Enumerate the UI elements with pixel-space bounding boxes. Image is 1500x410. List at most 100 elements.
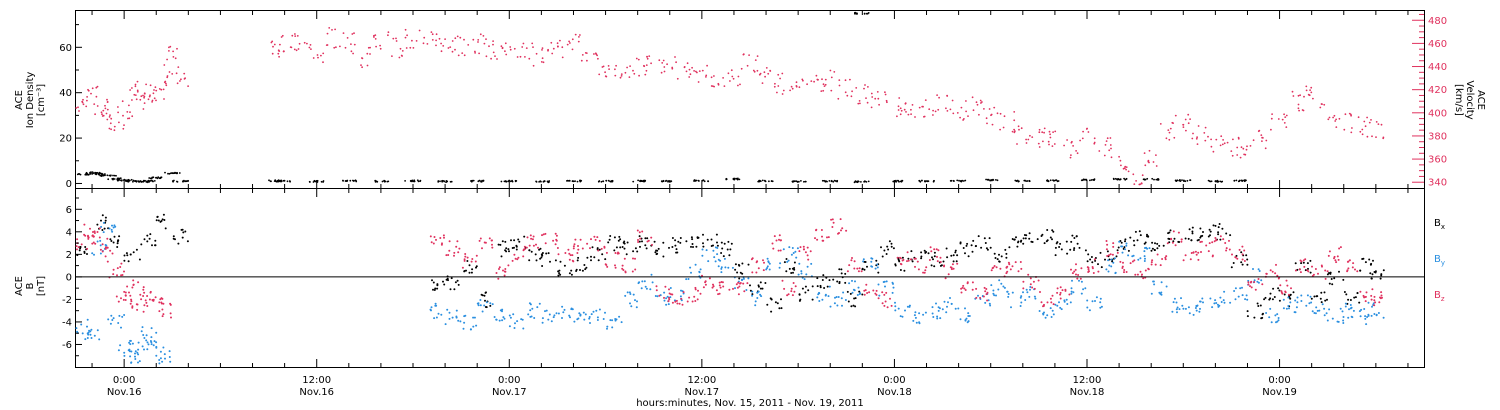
bottom-By-point-17-1 xyxy=(538,302,541,305)
bottom-By-point-54-3 xyxy=(1121,251,1124,254)
bottom-Bz-point-20-5 xyxy=(579,238,582,241)
bottom-Bz-point-34-7 xyxy=(799,246,802,249)
bottom-Bx-point-44-1 xyxy=(1022,242,1025,245)
bottom-Bz-point-61-4 xyxy=(1243,249,1246,252)
bottom-Bx-point-35-3 xyxy=(890,242,893,245)
top-series0-point-30-10 xyxy=(836,180,838,183)
top-series0-point-11-12 xyxy=(185,180,188,183)
top-series0-point-39-13 xyxy=(1112,177,1115,180)
bottom-Bx-point-51-6 xyxy=(1146,233,1148,236)
bottom-Bz-point-20-1 xyxy=(572,245,575,248)
bottom-By-point-36-1 xyxy=(844,299,847,301)
bottom-Bz-point-13-4 xyxy=(475,254,478,257)
bottom-Bz-point-44-8 xyxy=(960,291,963,294)
bottom-Bz-point-54-4 xyxy=(1121,267,1124,269)
bottom-Bz-point-52-9 xyxy=(1091,266,1094,268)
top-series1-point-76-3 xyxy=(1281,118,1284,121)
top-series1-point-7-8 xyxy=(143,92,146,95)
top-series1-point-28-0 xyxy=(504,42,507,45)
top-series1-point-56-6 xyxy=(956,112,959,114)
bottom-By-point-5-3 xyxy=(128,341,131,344)
bottom-By-point-31-8 xyxy=(757,290,760,293)
top-series1-point-36-6 xyxy=(637,58,640,61)
bottom-By-point-32-1 xyxy=(766,265,769,268)
top-series1-point-51-0 xyxy=(870,106,873,109)
top-series1-point-4-3 xyxy=(110,128,112,131)
bottom-By-point-50-4 xyxy=(1059,306,1062,309)
legend-bx-sub: x xyxy=(1441,223,1445,231)
top-series1-point-79-7 xyxy=(1332,116,1334,119)
bottom-By-point-64-4 xyxy=(1293,311,1296,314)
bottom-By-point-56-5 xyxy=(1160,281,1163,284)
bottom-Bx-point-38-2 xyxy=(933,255,936,258)
bottom-Bx-point-63-0 xyxy=(1330,278,1333,280)
bottom-Bx-point-40-4 xyxy=(966,242,969,245)
bottom-Bz-point-10-6 xyxy=(160,302,163,305)
bottom-Bz-point-29-2 xyxy=(718,284,721,287)
bottom-Bz-point-53-7 xyxy=(1106,243,1109,246)
bottom-By-point-41-2 xyxy=(914,311,917,314)
bottom-By-point-15-1 xyxy=(498,319,501,322)
bottom-By-point-42-3 xyxy=(937,309,940,312)
top-series1-point-69-7 xyxy=(1167,129,1170,132)
bottom-Bx-point-29-8 xyxy=(793,261,796,264)
bottom-Bz-point-2-9 xyxy=(106,237,109,240)
bottom-By-point-5-8 xyxy=(128,350,131,353)
top-series0-point-3-10 xyxy=(100,175,103,178)
bottom-By-point-48-9 xyxy=(1026,291,1029,294)
top-series1-point-71-5 xyxy=(1203,132,1206,134)
bottom-Bx-point-62-6 xyxy=(1319,297,1322,300)
bottom-Bx-point-38-5 xyxy=(931,256,933,259)
bottom-Bz-point-66-0 xyxy=(1317,272,1319,275)
top-series1-point-9-4 xyxy=(151,99,154,102)
bottom-Bz-point-67-7 xyxy=(1338,247,1341,250)
top-series1-point-61-8 xyxy=(1038,128,1041,131)
top-series1-point-81-6 xyxy=(1359,130,1362,133)
bottom-Bz-point-30-8 xyxy=(742,282,745,285)
bottom-By-point-3-0 xyxy=(102,221,105,224)
top-series1-point-39-0 xyxy=(676,77,679,80)
bottom-Bz-point-59-1 xyxy=(1213,240,1216,243)
bottom-By-point-70-3 xyxy=(1371,305,1373,308)
top-series0-point-31-7 xyxy=(864,180,866,183)
bottom-By-point-36-4 xyxy=(834,296,836,299)
bottom-Bz-point-50-1 xyxy=(1059,293,1062,296)
top-series1-point-63-6 xyxy=(1069,156,1072,159)
bottom-By-point-67-7 xyxy=(1328,308,1331,311)
bottom-Bz-point-7-7 xyxy=(145,301,148,304)
bottom-Bx-point-14-8 xyxy=(554,259,557,262)
top-series1-point-66-8 xyxy=(1125,166,1128,169)
top-series1-point-27-4 xyxy=(494,55,496,57)
bottom-Bz-point-62-0 xyxy=(1247,281,1250,284)
bottom-Bz-point-27-0 xyxy=(691,300,694,303)
bottom-Bx-point-15-4 xyxy=(559,273,562,276)
bottom-Bz-point-33-2 xyxy=(792,282,795,284)
bottom-Bx-point-11-2 xyxy=(508,250,510,253)
bottom-Bz-point-39-9 xyxy=(890,304,893,307)
top-series1-point-1-7 xyxy=(95,86,98,89)
top-series1-point-72-6 xyxy=(1212,150,1215,153)
top-series1-point-21-4 xyxy=(400,54,403,57)
bottom-ytick-label-3: 0 xyxy=(66,272,72,283)
top-series0-point-2-12 xyxy=(99,172,101,175)
bottom-Bz-point-1-2 xyxy=(83,223,86,226)
bottom-Bx-point-33-8 xyxy=(849,292,852,295)
top-series1-point-75-8 xyxy=(1257,130,1260,133)
top-series1-point-51-1 xyxy=(876,91,879,93)
bottom-Bz-point-66-2 xyxy=(1311,265,1313,268)
bottom-Bz-point-63-5 xyxy=(1274,272,1277,275)
bottom-By-point-49-5 xyxy=(1050,316,1053,318)
top-series1-point-41-5 xyxy=(713,75,715,77)
top-series0-point-29-13 xyxy=(796,180,799,183)
bottom-Bx-point-64-8 xyxy=(1354,296,1357,299)
bottom-Bz-point-42-2 xyxy=(937,249,940,252)
bottom-Bx-point-64-1 xyxy=(1346,302,1349,305)
bottom-By-point-49-3 xyxy=(1049,307,1052,310)
bottom-Bx-point-22-2 xyxy=(674,239,677,242)
bottom-By-point-47-0 xyxy=(1020,301,1023,304)
bottom-By-point-39-4 xyxy=(877,283,880,286)
bottom-Bz-point-8-2 xyxy=(144,299,147,302)
bottom-Bx-point-18-6 xyxy=(609,235,612,237)
top-series1-point-56-8 xyxy=(951,99,954,102)
bottom-By-point-16-4 xyxy=(509,316,512,319)
